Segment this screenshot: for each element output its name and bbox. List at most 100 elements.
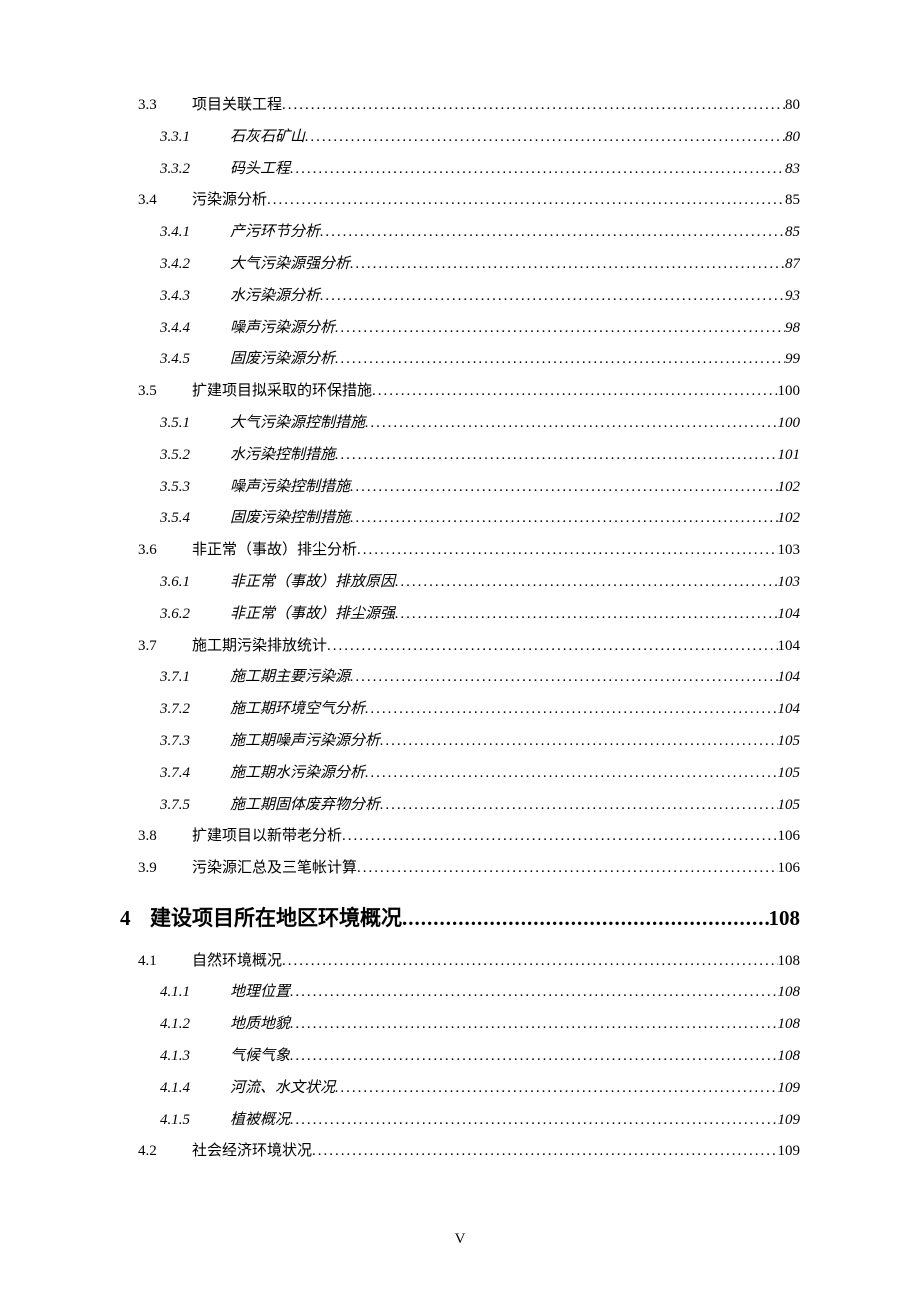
toc-entry: 4.1.3气候气象...............................… (120, 1041, 800, 1073)
toc-entry-title: 扩建项目以新带老分析 (192, 821, 342, 853)
toc-leader-dots: ........................................… (305, 122, 785, 154)
toc-entry-title: 项目关联工程 (192, 90, 282, 122)
toc-entry-page: 108 (778, 1041, 801, 1073)
toc-entry-page: 87 (785, 249, 800, 281)
toc-leader-dots: ........................................… (357, 535, 777, 567)
toc-entry: 3.6.2非正常（事故）排尘源强........................… (120, 599, 800, 631)
toc-entry-number: 3.4.5 (160, 344, 230, 376)
toc-entry-title: 植被概况 (230, 1105, 290, 1137)
toc-entry-page: 101 (778, 440, 801, 472)
toc-leader-dots: ........................................… (357, 853, 777, 885)
toc-entry-title: 地理位置 (230, 977, 290, 1009)
toc-leader-dots: ........................................… (335, 440, 777, 472)
toc-entry: 4.1.5植被概况...............................… (120, 1105, 800, 1137)
toc-leader-dots: ........................................… (290, 154, 785, 186)
toc-entry-page: 106 (778, 853, 801, 885)
toc-entry-title: 固废污染控制措施 (230, 503, 350, 535)
toc-entry-title: 施工期主要污染源 (230, 662, 350, 694)
toc-leader-dots: ........................................… (290, 1009, 777, 1041)
toc-entry-title: 气候气象 (230, 1041, 290, 1073)
toc-entry: 3.4污染源分析................................… (120, 185, 800, 217)
toc-entry-number: 3.3.1 (160, 122, 230, 154)
toc-leader-dots: ........................................… (372, 376, 777, 408)
toc-entry-title: 非正常（事故）排尘源强 (230, 599, 395, 631)
toc-entry-title: 非正常（事故）排尘分析 (192, 535, 357, 567)
toc-entry: 3.9污染源汇总及三笔帐计算..........................… (120, 853, 800, 885)
toc-entry: 4.1.2地质地貌...............................… (120, 1009, 800, 1041)
toc-entry: 3.3.1石灰石矿山..............................… (120, 122, 800, 154)
toc-entry-title: 建设项目所在地区环境概况 (150, 891, 402, 946)
toc-entry-title: 自然环境概况 (192, 946, 282, 978)
toc-entry-title: 石灰石矿山 (230, 122, 305, 154)
toc-entry-number: 3.5.3 (160, 472, 230, 504)
toc-entry: 3.5.1大气污染源控制措施..........................… (120, 408, 800, 440)
toc-entry-title: 社会经济环境状况 (192, 1136, 312, 1168)
toc-leader-dots: ........................................… (380, 726, 777, 758)
toc-entry-number: 4.1.5 (160, 1105, 230, 1137)
toc-entry: 3.3.2码头工程...............................… (120, 154, 800, 186)
toc-entry-page: 106 (778, 821, 801, 853)
toc-entry-title: 固废污染源分析 (230, 344, 335, 376)
toc-entry: 3.4.2大气污染源强分析...........................… (120, 249, 800, 281)
toc-entry: 3.5扩建项目拟采取的环保措施.........................… (120, 376, 800, 408)
toc-leader-dots: ........................................… (335, 1073, 777, 1105)
toc-entry-page: 108 (778, 977, 801, 1009)
toc-entry-number: 3.4.2 (160, 249, 230, 281)
toc-entry: 3.7.1施工期主要污染源...........................… (120, 662, 800, 694)
toc-leader-dots: ........................................… (350, 662, 777, 694)
toc-entry-page: 100 (778, 408, 801, 440)
toc-leader-dots: ........................................… (267, 185, 785, 217)
toc-entry-title: 扩建项目拟采取的环保措施 (192, 376, 372, 408)
toc-entry-number: 3.4.3 (160, 281, 230, 313)
toc-entry-number: 3.4 (138, 185, 192, 217)
toc-entry-number: 3.9 (138, 853, 192, 885)
toc-entry-title: 产污环节分析 (230, 217, 320, 249)
toc-entry: 3.8扩建项目以新带老分析...........................… (120, 821, 800, 853)
toc-entry-number: 4.2 (138, 1136, 192, 1168)
toc-entry-page: 83 (785, 154, 800, 186)
toc-leader-dots: ........................................… (342, 821, 777, 853)
toc-entry: 3.4.5固废污染源分析............................… (120, 344, 800, 376)
toc-entry: 3.4.4噪声污染源分析............................… (120, 313, 800, 345)
toc-entry-page: 98 (785, 313, 800, 345)
toc-entry-page: 108 (778, 946, 801, 978)
toc-leader-dots: ........................................… (350, 472, 777, 504)
toc-entry: 4.1.1地理位置...............................… (120, 977, 800, 1009)
toc-leader-dots: ........................................… (365, 758, 777, 790)
toc-entry-page: 109 (778, 1073, 801, 1105)
toc-leader-dots: ........................................… (335, 344, 785, 376)
toc-entry-number: 3.5.4 (160, 503, 230, 535)
toc-entry: 3.5.2水污染控制措施............................… (120, 440, 800, 472)
toc-leader-dots: ........................................… (402, 891, 769, 946)
toc-leader-dots: ........................................… (350, 249, 785, 281)
toc-entry: 3.7施工期污染排放统计............................… (120, 631, 800, 663)
toc-entry-number: 3.7.3 (160, 726, 230, 758)
toc-entry: 3.7.3施工期噪声污染源分析.........................… (120, 726, 800, 758)
table-of-contents: 3.3项目关联工程...............................… (120, 90, 800, 1168)
toc-leader-dots: ........................................… (290, 977, 777, 1009)
toc-entry-number: 3.4.1 (160, 217, 230, 249)
toc-entry-number: 4.1 (138, 946, 192, 978)
toc-leader-dots: ........................................… (327, 631, 777, 663)
toc-leader-dots: ........................................… (395, 567, 777, 599)
toc-entry-title: 噪声污染控制措施 (230, 472, 350, 504)
toc-entry-page: 104 (778, 599, 801, 631)
toc-entry-title: 施工期固体废弃物分析 (230, 790, 380, 822)
toc-entry-number: 4.1.3 (160, 1041, 230, 1073)
toc-leader-dots: ........................................… (282, 90, 785, 122)
toc-entry-number: 4.1.4 (160, 1073, 230, 1105)
toc-leader-dots: ........................................… (335, 313, 785, 345)
toc-entry-page: 100 (778, 376, 801, 408)
toc-leader-dots: ........................................… (365, 694, 777, 726)
toc-entry-page: 104 (778, 631, 801, 663)
toc-leader-dots: ........................................… (395, 599, 777, 631)
toc-entry-page: 102 (778, 472, 801, 504)
toc-entry-number: 3.7 (138, 631, 192, 663)
toc-entry-number: 3.6.2 (160, 599, 230, 631)
toc-leader-dots: ........................................… (350, 503, 777, 535)
toc-entry-number: 3.7.1 (160, 662, 230, 694)
toc-entry-page: 85 (785, 185, 800, 217)
toc-entry: 3.5.3噪声污染控制措施...........................… (120, 472, 800, 504)
toc-entry-page: 109 (778, 1105, 801, 1137)
toc-entry-page: 108 (778, 1009, 801, 1041)
